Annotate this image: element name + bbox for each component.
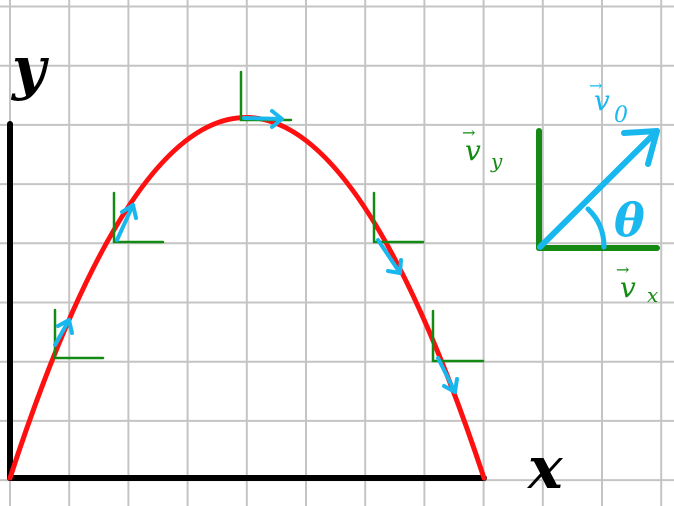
vy-label: v: [465, 134, 481, 167]
velocity-arrow-3: [242, 109, 284, 129]
velocity-arrow-2: [115, 203, 138, 242]
velocity-arrows: [53, 109, 459, 394]
theta-arc: [585, 206, 607, 250]
vx-arrow-icon: →: [616, 260, 629, 279]
vy-arrow-icon: →: [462, 123, 475, 142]
theta-label: θ: [614, 193, 645, 247]
v0-label: v: [594, 84, 610, 117]
component-mark-2: [112, 191, 165, 244]
vx-subscript: x: [647, 283, 658, 307]
v0-arrow-icon: →: [589, 76, 602, 95]
component-mark-5: [431, 309, 485, 363]
component-mark-3: [239, 70, 293, 122]
velocity-arrow-1: [53, 318, 74, 347]
velocity-arrow-4: [376, 238, 403, 275]
v0-vector-line: [537, 128, 660, 250]
v0-subscript: 0: [614, 103, 628, 128]
velocity-arrow-5: [436, 356, 459, 394]
x-axis-label: x: [526, 434, 564, 502]
vector-decomposition: θ → v 0 → v y → v x: [462, 76, 660, 307]
vx-label: v: [620, 271, 636, 304]
component-marks: [53, 70, 485, 363]
vy-subscript: y: [490, 149, 503, 173]
component-mark-4: [372, 191, 425, 244]
component-mark-1: [53, 308, 105, 360]
v0-arrowhead: [621, 128, 660, 167]
y-axis-label: y: [10, 34, 50, 102]
